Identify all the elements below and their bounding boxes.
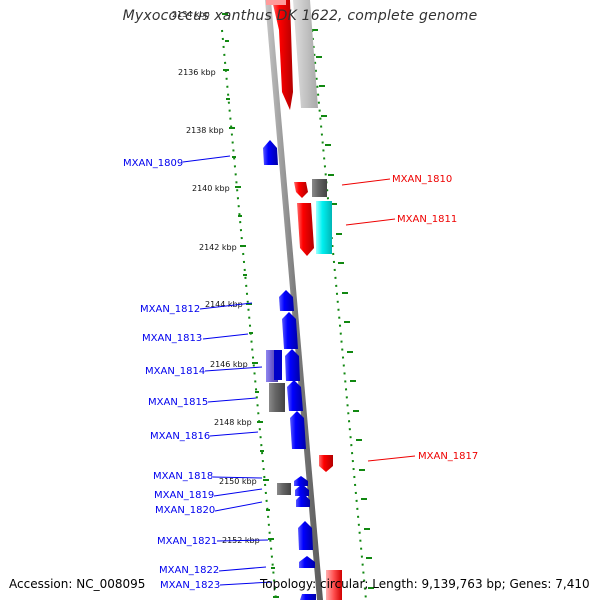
gene-mxan-1816[interactable] [290, 411, 306, 449]
gene-label-mxan-1823[interactable]: MXAN_1823 [160, 580, 220, 591]
gene-mxan-1819[interactable] [295, 484, 309, 496]
gene-reverse-top-red[interactable] [272, 0, 293, 110]
tick-label-2148: 2148 kbp [214, 418, 252, 427]
gene-label-mxan-1818[interactable]: MXAN_1818 [153, 471, 213, 482]
gene-mxan-1823[interactable] [300, 594, 316, 600]
accession-text: Accession: NC_008095 [9, 577, 146, 591]
gene-mxan-1820[interactable] [296, 493, 310, 507]
tick-label-2138: 2138 kbp [186, 126, 224, 135]
gene-mxan-1818[interactable] [294, 476, 308, 486]
gene-mxan-1811-cyan[interactable] [316, 201, 332, 254]
genome-backbone [265, 0, 323, 600]
gene-mxan-1821[interactable] [298, 521, 313, 550]
gene-label-mxan-1817[interactable]: MXAN_1817 [418, 451, 478, 462]
gene-mxan-1822[interactable] [299, 556, 315, 568]
gene-mxan-1814-blue[interactable] [274, 350, 282, 380]
gene-label-mxan-1820[interactable]: MXAN_1820 [155, 505, 215, 516]
genome-title: Myxococcus xanthus DK 1622, complete gen… [122, 8, 478, 24]
tick-label-2134: 2134 kbp [172, 10, 210, 19]
tick-label-2136: 2136 kbp [178, 68, 216, 77]
gene-mxan-1810[interactable] [294, 182, 308, 198]
gene-label-mxan-1812[interactable]: MXAN_1812 [140, 304, 200, 315]
gene-label-mxan-1821[interactable]: MXAN_1821 [157, 536, 217, 547]
gene-label-mxan-1815[interactable]: MXAN_1815 [148, 397, 208, 408]
gene-label-mxan-1816[interactable]: MXAN_1816 [150, 431, 210, 442]
inner-ruler-line [311, 29, 367, 600]
gene-label-mxan-1822[interactable]: MXAN_1822 [159, 565, 219, 576]
outer-minor-ticks [225, 40, 275, 569]
gene-mxan-1817[interactable] [319, 455, 333, 472]
gene-mxan-1812[interactable] [279, 290, 294, 311]
gene-label-mxan-1810[interactable]: MXAN_1810 [392, 174, 452, 185]
tick-label-2142: 2142 kbp [199, 243, 237, 252]
gene-top-fragment[interactable] [266, 0, 286, 5]
gene-mxan-1815-grey[interactable] [269, 383, 285, 412]
gene-grey-1810[interactable] [312, 179, 327, 197]
gene-label-mxan-1811[interactable]: MXAN_1811 [397, 214, 457, 225]
gene-label-mxan-1819[interactable]: MXAN_1819 [154, 490, 214, 501]
label-leader-lines [182, 155, 416, 586]
gene-mxan-1811-red[interactable] [297, 203, 314, 256]
tick-label-2140: 2140 kbp [192, 184, 230, 193]
gene-grey-1819[interactable] [277, 483, 291, 495]
gene-label-mxan-1814[interactable]: MXAN_1814 [145, 366, 205, 377]
gene-mxan-1809[interactable] [263, 140, 278, 165]
genome-summary-text: Topology: circular; Length: 9,139,763 bp… [260, 577, 590, 591]
gene-label-mxan-1813[interactable]: MXAN_1813 [142, 333, 202, 344]
tick-label-2144: 2144 kbp [205, 300, 243, 309]
tick-label-2150: 2150 kbp [219, 477, 257, 486]
tick-label-2146: 2146 kbp [210, 360, 248, 369]
gene-label-mxan-1809[interactable]: MXAN_1809 [123, 158, 183, 169]
gene-faded-top-grey[interactable] [293, 0, 318, 108]
gene-mxan-1813[interactable] [282, 312, 298, 349]
gene-mxan-1815[interactable] [287, 380, 303, 411]
gene-bottom-faded-red[interactable] [326, 570, 342, 600]
inner-ticks [312, 29, 374, 589]
outer-ruler-line [221, 29, 277, 600]
gene-mxan-1814[interactable] [285, 349, 300, 381]
